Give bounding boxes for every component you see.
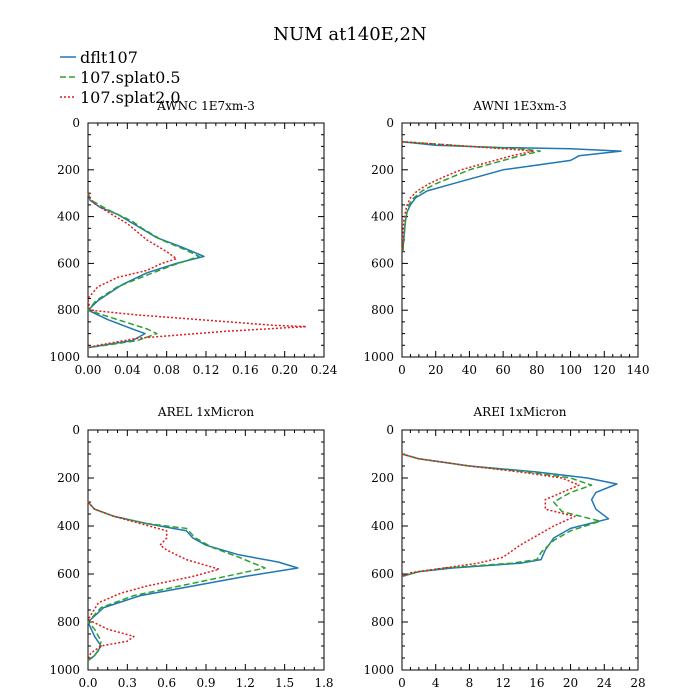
y-tick-label: 800 [57,615,80,629]
x-tick-label: 0.24 [311,363,338,377]
x-tick-label: 1.2 [236,676,255,690]
panel-title: AREI 1xMicron [473,405,567,419]
x-tick-label: 12 [496,676,511,690]
y-tick-label: 600 [57,567,80,581]
figure-title: NUM at140E,2N [273,24,426,45]
series-line-107.splat0.5 [401,453,601,578]
x-tick-label: 0.3 [118,676,137,690]
series-line-107.splat0.5 [87,501,266,662]
y-tick-label: 400 [371,210,394,224]
panel-title: AREL 1xMicron [157,405,254,419]
x-tick-label: 0.12 [193,363,220,377]
panel-arei: AREI 1xMicron 0 4 8 12 16 20 24 28 0 200 400 600 800… [363,405,645,690]
y-tick-label: 1000 [363,350,394,364]
series-line-dflt107 [87,501,299,662]
y-tick-label: 200 [57,163,80,177]
y-tick-label: 400 [371,519,394,533]
y-tick-label: 1000 [363,663,394,677]
series-line-107.splat0.5 [87,192,200,349]
x-tick-label: 8 [466,676,474,690]
panel-awni: AWNI 1E3xm-3 0 20 40 60 80 100 120 140 0 200 400 60… [363,99,649,377]
y-tick-label: 0 [386,423,394,437]
x-tick-label: 0.20 [271,363,298,377]
x-tick-label: 20 [428,363,443,377]
series-line-dflt107 [401,140,622,252]
y-tick-label: 800 [57,303,80,317]
x-tick-label: 1.8 [314,676,333,690]
x-tick-label: 4 [432,676,440,690]
y-tick-label: 200 [371,163,394,177]
x-tick-label: 24 [597,676,613,690]
x-tick-label: 40 [462,363,477,377]
x-tick-label: 28 [630,676,645,690]
y-tick-label: 200 [371,471,394,485]
x-tick-label: 0.9 [196,676,215,690]
y-tick-label: 800 [371,615,394,629]
series-line-107.splat0.5 [401,140,541,252]
x-tick-label: 0 [398,676,406,690]
y-tick-label: 0 [72,116,80,130]
x-tick-label: 20 [563,676,578,690]
series-line-dflt107 [401,453,618,578]
x-tick-label: 100 [559,363,582,377]
x-tick-label: 0.16 [232,363,259,377]
legend-label-splat2.0: 107.splat2.0 [80,88,181,107]
x-tick-label: 0.0 [78,676,97,690]
y-tick-label: 1000 [49,350,80,364]
y-tick-label: 0 [72,423,80,437]
y-tick-label: 600 [371,256,394,270]
y-tick-label: 600 [371,567,394,581]
series-line-107.splat2.0 [401,140,535,252]
y-tick-label: 400 [57,519,80,533]
panel-arel: AREL 1xMicron 0.0 0.3 0.6 0.9 1.2 1.5 1.8 0 200 4… [49,405,333,690]
y-tick-label: 200 [57,471,80,485]
series-line-107.splat2.0 [87,192,308,349]
panel-title: AWNI 1E3xm-3 [472,99,566,113]
x-tick-label: 0.6 [157,676,176,690]
plot-frame [401,429,639,671]
x-tick-label: 60 [496,363,511,377]
legend-label-dflt107: dflt107 [80,48,138,67]
x-tick-label: 0.04 [114,363,141,377]
series-line-107.splat2.0 [401,453,580,578]
x-tick-label: 0.00 [75,363,102,377]
panel-title: AWNC 1E7xm-3 [156,99,255,113]
y-tick-label: 400 [57,210,80,224]
y-tick-label: 0 [386,116,394,130]
x-tick-label: 80 [529,363,544,377]
legend-label-splat0.5: 107.splat0.5 [80,68,181,87]
x-tick-label: 1.5 [275,676,294,690]
y-tick-label: 1000 [49,663,80,677]
legend: dflt107 107.splat0.5 107.splat2.0 [60,48,181,107]
x-tick-label: 120 [593,363,616,377]
plot-frame [401,122,639,358]
x-tick-label: 16 [529,676,544,690]
series-line-107.splat2.0 [87,501,220,661]
x-tick-label: 0 [398,363,406,377]
x-tick-label: 140 [627,363,650,377]
y-tick-label: 600 [57,256,80,270]
panel-awnc: AWNC 1E7xm-3 0.00 0.04 0.08 0.12 0.16 0.20 0.2… [49,99,337,377]
y-tick-label: 800 [371,303,394,317]
x-tick-label: 0.08 [153,363,180,377]
